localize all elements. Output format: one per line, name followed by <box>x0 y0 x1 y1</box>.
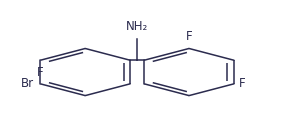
Text: F: F <box>37 66 44 79</box>
Text: F: F <box>239 77 246 90</box>
Text: F: F <box>186 30 192 43</box>
Text: NH₂: NH₂ <box>126 20 148 33</box>
Text: Br: Br <box>21 77 34 90</box>
